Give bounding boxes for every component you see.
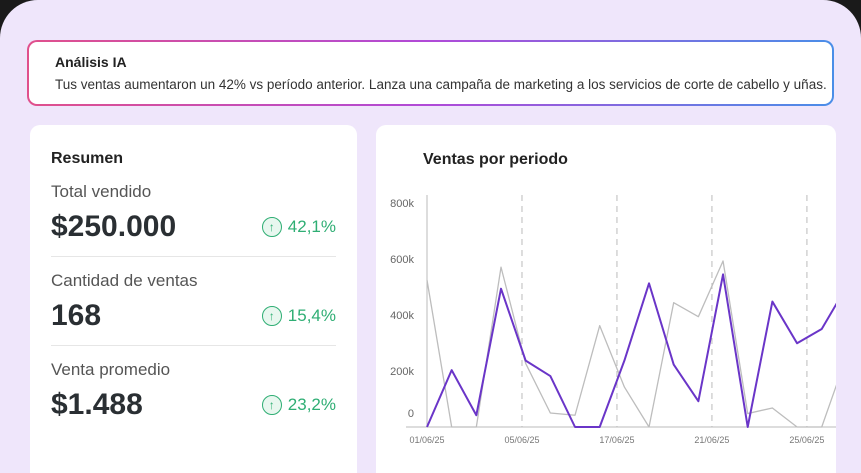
ai-analysis-title: Análisis IA — [55, 54, 127, 70]
x-tick-label: 01/06/25 — [409, 435, 444, 445]
change-value: 23,2% — [287, 395, 336, 414]
change-badge: ↑ 23,2% — [261, 395, 336, 415]
change-value: 42,1% — [287, 217, 336, 236]
summary-title: Resumen — [51, 150, 124, 167]
metric-label: Venta promedio — [51, 360, 171, 379]
x-tick-label: 21/06/25 — [694, 435, 729, 445]
ai-analysis-banner: Análisis IA Tus ventas aumentaron un 42%… — [27, 40, 834, 106]
series-line-previous — [426, 260, 836, 428]
change-badge: ↑ 42,1% — [261, 217, 336, 237]
chart-title: Ventas por periodo — [423, 151, 568, 168]
y-tick-label: 0 — [408, 408, 414, 420]
arrow-up-icon: ↑ — [261, 395, 282, 415]
summary-card: Resumen Total vendido $250.000 ↑ 42,1% Ca… — [30, 125, 357, 473]
metric-item: Venta promedio $1.488 ↑ 23,2% — [51, 346, 336, 434]
metric-value: 168 — [51, 299, 102, 332]
x-tick-label: 25/06/25 — [789, 435, 824, 445]
series-line-current — [426, 273, 836, 428]
metric-label: Total vendido — [51, 182, 152, 201]
y-tick-label: 400k — [390, 310, 414, 322]
change-value: 15,4% — [287, 306, 336, 325]
change-badge: ↑ 15,4% — [261, 306, 336, 326]
metric-value: $250.000 — [51, 210, 177, 243]
ai-analysis-text: Tus ventas aumentaron un 42% vs período … — [55, 77, 827, 92]
arrow-up-icon: ↑ — [261, 217, 282, 237]
y-tick-label: 600k — [390, 254, 414, 266]
y-tick-label: 200k — [390, 366, 414, 378]
arrow-up-icon: ↑ — [261, 306, 282, 326]
y-tick-label: 800k — [390, 198, 414, 210]
sales-chart-card: Ventas por periodo 0 200k 400k 600k 800k 01/0… — [376, 125, 836, 473]
sales-line-chart: 0 200k 400k 600k 800k 01/06/25 05/06/25 17/06/2… — [390, 195, 836, 445]
metric-item: Cantidad de ventas 168 ↑ 15,4% — [51, 257, 336, 346]
metric-label: Cantidad de ventas — [51, 271, 198, 290]
metric-item: Total vendido $250.000 ↑ 42,1% — [51, 168, 336, 257]
x-tick-label: 17/06/25 — [599, 435, 634, 445]
metric-value: $1.488 — [51, 388, 143, 421]
x-tick-label: 05/06/25 — [504, 435, 539, 445]
